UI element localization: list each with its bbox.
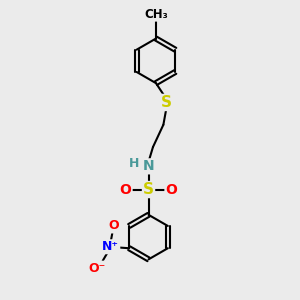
Text: O: O: [120, 182, 132, 197]
Text: H: H: [129, 158, 140, 170]
Text: S: S: [161, 95, 172, 110]
Text: N: N: [143, 159, 154, 173]
Text: S: S: [143, 182, 154, 197]
Text: O: O: [108, 219, 119, 232]
Text: CH₃: CH₃: [144, 8, 168, 21]
Text: N⁺: N⁺: [102, 240, 119, 253]
Text: O⁻: O⁻: [89, 262, 106, 275]
Text: O: O: [166, 182, 177, 197]
